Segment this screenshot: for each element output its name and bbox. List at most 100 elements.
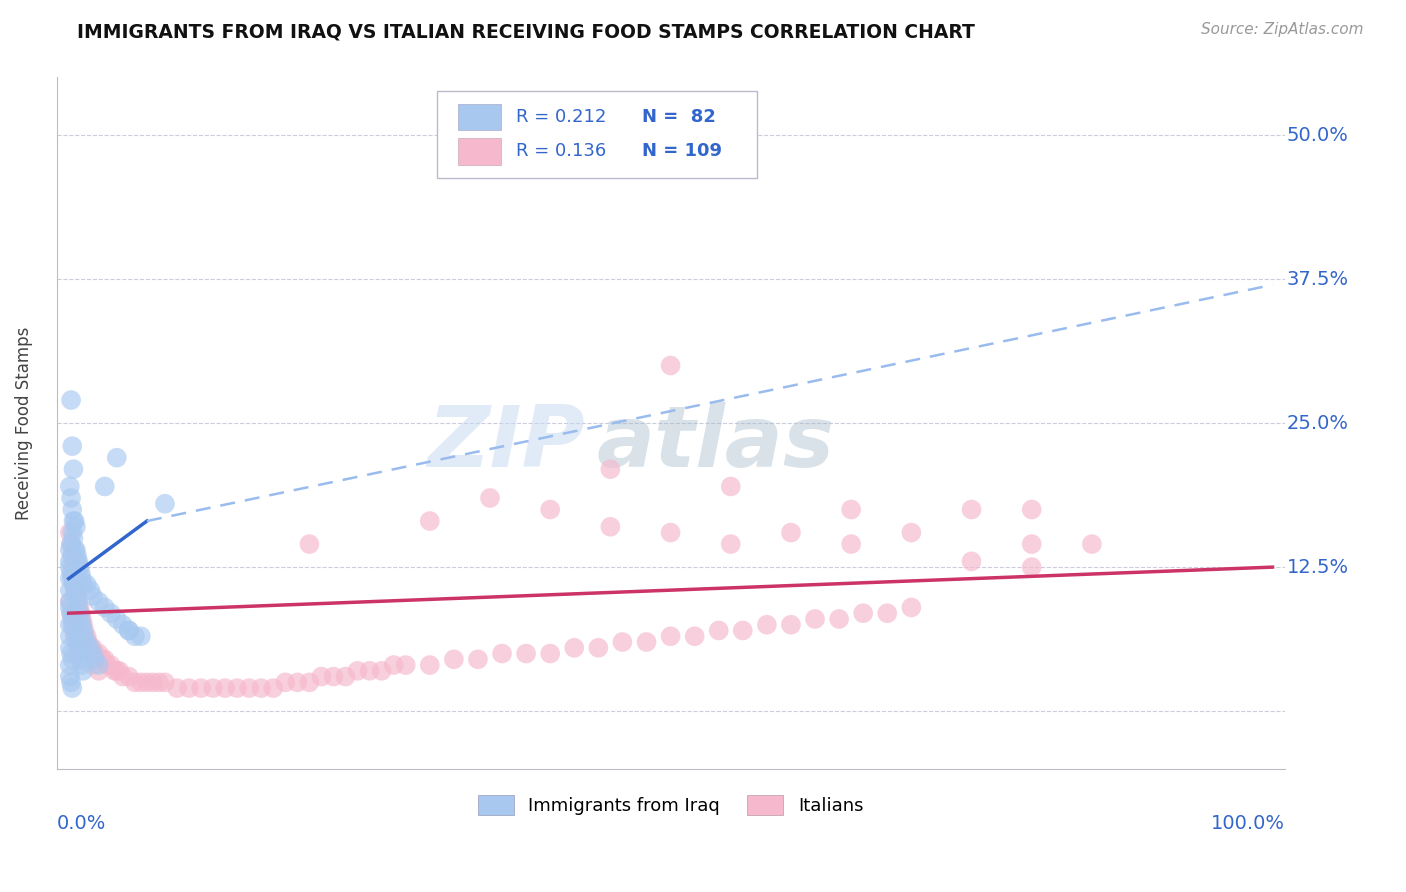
Point — [238, 681, 260, 695]
Point — [69, 606, 91, 620]
Text: 0.0%: 0.0% — [56, 814, 105, 833]
Point — [87, 595, 110, 609]
Text: 37.5%: 37.5% — [1286, 269, 1350, 289]
Point — [87, 658, 110, 673]
Point — [66, 554, 89, 568]
Point — [707, 624, 730, 638]
Point — [67, 554, 90, 568]
Point — [62, 577, 84, 591]
Point — [63, 583, 86, 598]
Point — [79, 640, 101, 655]
Point — [960, 502, 983, 516]
Point — [87, 664, 110, 678]
Point — [166, 681, 188, 695]
Point — [190, 681, 212, 695]
Point — [538, 502, 561, 516]
Point — [148, 675, 170, 690]
Point — [876, 606, 898, 620]
Point — [298, 537, 321, 551]
Point — [59, 572, 82, 586]
Point — [62, 462, 84, 476]
Point — [100, 658, 122, 673]
Text: 25.0%: 25.0% — [1286, 414, 1348, 433]
Point — [62, 560, 84, 574]
Point — [59, 669, 82, 683]
Text: 12.5%: 12.5% — [1286, 558, 1350, 576]
Text: R = 0.212: R = 0.212 — [516, 108, 606, 126]
Point — [153, 497, 176, 511]
Point — [59, 525, 82, 540]
Point — [731, 624, 754, 638]
Point — [599, 520, 621, 534]
Point — [82, 658, 104, 673]
Text: R = 0.136: R = 0.136 — [516, 143, 606, 161]
Point — [839, 537, 862, 551]
Point — [84, 647, 107, 661]
Point — [335, 669, 357, 683]
Point — [94, 600, 117, 615]
Point — [659, 525, 682, 540]
Point — [612, 635, 634, 649]
Point — [60, 491, 83, 505]
Point — [118, 624, 141, 638]
Point — [202, 681, 225, 695]
Point — [59, 629, 82, 643]
Point — [70, 617, 93, 632]
Point — [111, 669, 134, 683]
Point — [59, 479, 82, 493]
Point — [60, 612, 83, 626]
Point — [94, 652, 117, 666]
Point — [359, 664, 381, 678]
Text: N = 109: N = 109 — [643, 143, 723, 161]
Point — [69, 566, 91, 580]
Point — [59, 640, 82, 655]
Point — [60, 617, 83, 632]
FancyBboxPatch shape — [458, 138, 501, 164]
Point — [59, 595, 82, 609]
Point — [852, 606, 875, 620]
Point — [69, 560, 91, 574]
Text: Source: ZipAtlas.com: Source: ZipAtlas.com — [1201, 22, 1364, 37]
Text: IMMIGRANTS FROM IRAQ VS ITALIAN RECEIVING FOOD STAMPS CORRELATION CHART: IMMIGRANTS FROM IRAQ VS ITALIAN RECEIVIN… — [77, 22, 976, 41]
Point — [60, 549, 83, 563]
Point — [87, 647, 110, 661]
Point — [60, 606, 83, 620]
Point — [562, 640, 585, 655]
Point — [66, 595, 89, 609]
Text: ZIP: ZIP — [427, 402, 585, 485]
Point — [491, 647, 513, 661]
Point — [60, 525, 83, 540]
Point — [76, 635, 98, 649]
Point — [1021, 560, 1043, 574]
Point — [79, 640, 101, 655]
Point — [111, 617, 134, 632]
Point — [59, 658, 82, 673]
Point — [72, 624, 94, 638]
Legend: Immigrants from Iraq, Italians: Immigrants from Iraq, Italians — [471, 788, 870, 822]
Point — [59, 554, 82, 568]
Point — [1021, 502, 1043, 516]
Point — [65, 629, 87, 643]
Point — [298, 675, 321, 690]
Point — [60, 537, 83, 551]
Point — [69, 600, 91, 615]
Point — [60, 675, 83, 690]
Point — [63, 629, 86, 643]
Point — [82, 640, 104, 655]
Point — [780, 617, 803, 632]
Point — [69, 606, 91, 620]
Point — [538, 647, 561, 661]
Point — [370, 664, 392, 678]
Point — [177, 681, 200, 695]
Point — [828, 612, 851, 626]
Point — [72, 617, 94, 632]
Point — [66, 549, 89, 563]
Point — [322, 669, 344, 683]
Point — [804, 612, 827, 626]
Point — [108, 664, 131, 678]
Point — [588, 640, 610, 655]
Point — [60, 439, 83, 453]
Point — [67, 600, 90, 615]
Point — [96, 658, 118, 673]
Point — [59, 595, 82, 609]
